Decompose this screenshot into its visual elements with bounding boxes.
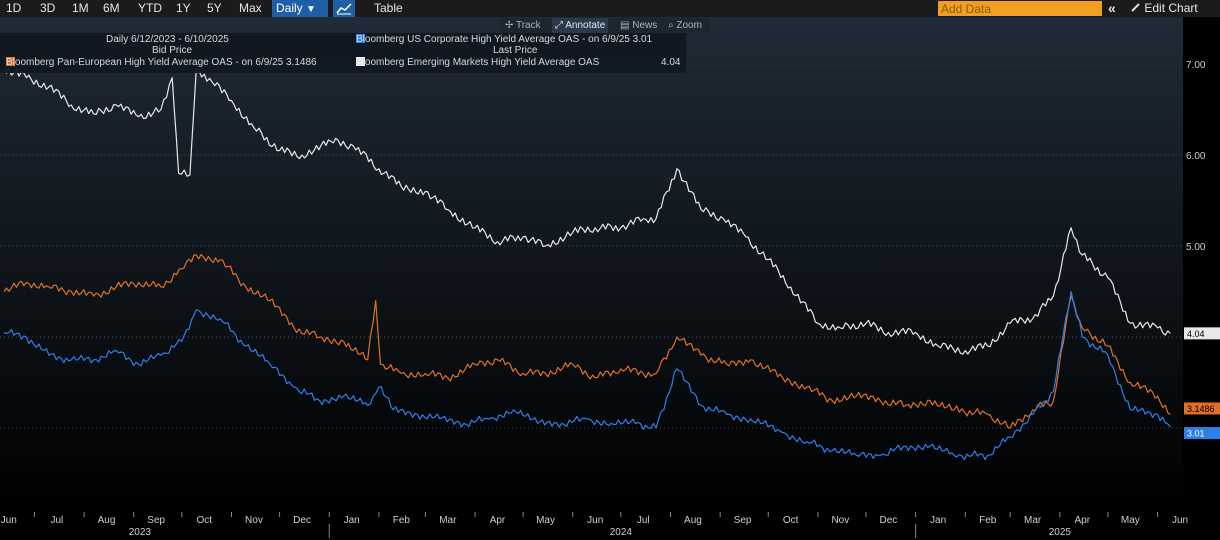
last-value-box-us	[1184, 427, 1220, 440]
x-month-label: Jan	[344, 515, 360, 526]
x-month-label: Aug	[684, 515, 702, 526]
annotate-label: Annotate	[565, 20, 606, 31]
x-month-label: Jun	[587, 515, 603, 526]
legend-bid-header: Bid Price	[152, 45, 193, 56]
series-line-us	[3, 290, 1171, 461]
legend-label-us: Bloomberg US Corporate High Yield Averag…	[356, 34, 653, 45]
line-chart-icon[interactable]	[333, 0, 355, 17]
pencil-icon	[1131, 3, 1140, 12]
last-value-box-em	[1184, 327, 1220, 340]
period-max-button[interactable]: Max	[239, 1, 262, 15]
zoom-icon: ⌕	[668, 20, 674, 31]
plot-background	[0, 17, 1183, 512]
x-month-label: Nov	[245, 515, 263, 526]
x-month-label: Feb	[393, 515, 411, 526]
y-axis: 7.00 6.00 5.00	[1186, 60, 1206, 253]
x-year-label: 2023	[129, 527, 152, 538]
x-month-label: Feb	[979, 515, 997, 526]
annotate-icon: ⤢	[555, 20, 563, 31]
table-button[interactable]: Table	[374, 1, 403, 15]
x-month-label: Aug	[98, 515, 116, 526]
x-month-label: Sep	[147, 515, 165, 526]
series-line-pe	[3, 253, 1171, 429]
legend-swatch-pe	[6, 57, 15, 66]
period-6m-button[interactable]: 6M	[103, 1, 120, 15]
legend-swatch-em	[356, 57, 365, 66]
x-month-label: Dec	[880, 515, 898, 526]
legend-label-em: Bloomberg Emerging Markets High Yield Av…	[356, 57, 600, 68]
zoom-button[interactable]: ⌕ Zoom	[668, 18, 702, 33]
news-label: News	[632, 20, 658, 31]
period-5y-button[interactable]: 5Y	[207, 1, 222, 15]
x-month-label: May	[1121, 515, 1140, 526]
track-button[interactable]: ✢ Track	[505, 20, 541, 31]
chevron-down-icon: ▼	[306, 4, 316, 15]
period-1m-button[interactable]: 1M	[72, 1, 89, 15]
x-axis-panel	[0, 512, 1220, 540]
y-tick-label: 7.00	[1186, 60, 1206, 71]
chart-legend: Daily 6/12/2023 - 6/10/2025 Bid Price Bl…	[0, 33, 686, 73]
legend-value-em: 4.04	[661, 57, 681, 68]
x-month-label: Mar	[439, 515, 457, 526]
period-ytd-button[interactable]: YTD	[138, 1, 162, 15]
y-tick-label: 6.00	[1186, 151, 1206, 162]
news-button[interactable]: ▤ News	[620, 18, 657, 33]
top-toolbar: 1D 3D 1M 6M YTD 1Y 5Y Max Daily ▼ Table …	[0, 0, 1220, 17]
edit-chart-button[interactable]: Edit Chart	[1130, 0, 1198, 17]
frequency-label: Daily	[276, 1, 303, 15]
x-month-label: Jun	[1, 515, 17, 526]
add-data-input[interactable]	[938, 1, 1102, 16]
x-month-label: Apr	[490, 515, 506, 526]
x-year-label: 2025	[1049, 527, 1072, 538]
collapse-icon[interactable]: «	[1108, 0, 1116, 16]
x-month-label: Jun	[1172, 515, 1188, 526]
last-value-label-us: 3.01	[1187, 429, 1205, 439]
y-tick-label: 5.00	[1186, 242, 1206, 253]
last-value-label-pe: 3.1486	[1187, 404, 1215, 414]
zoom-label: Zoom	[676, 20, 702, 31]
last-value-labels: 4.04 3.1486 3.01	[1184, 327, 1220, 440]
frequency-dropdown[interactable]: Daily ▼	[272, 0, 328, 17]
x-month-label: Jul	[637, 515, 650, 526]
period-1d-button[interactable]: 1D	[6, 1, 22, 15]
x-month-label: May	[536, 515, 555, 526]
period-3d-button[interactable]: 3D	[40, 1, 56, 15]
last-value-label-em: 4.04	[1187, 329, 1205, 339]
track-label: Track	[515, 20, 541, 31]
x-month-label: Dec	[293, 515, 311, 526]
x-month-label: Jan	[930, 515, 946, 526]
x-year-label: 2024	[610, 527, 633, 538]
x-month-label: Oct	[783, 515, 799, 526]
x-month-label: Nov	[831, 515, 849, 526]
x-month-label: Sep	[734, 515, 752, 526]
annotate-button[interactable]: ⤢ Annotate	[552, 18, 609, 33]
legend-label-pe: Bloomberg Pan-European High Yield Averag…	[6, 57, 317, 68]
x-month-label: Jul	[50, 515, 63, 526]
period-1y-button[interactable]: 1Y	[176, 1, 191, 15]
news-icon: ▤	[620, 20, 630, 31]
last-value-box-pe	[1184, 402, 1220, 415]
legend-last-header: Last Price	[493, 45, 538, 56]
x-axis: Jun Jul Aug Sep Oct Nov Dec Jan Feb Mar Apr May Jun J…	[1, 512, 1188, 538]
x-month-label: Apr	[1074, 515, 1090, 526]
chart-subtoolbar: ✢ Track ⤢ Annotate ▤ News ⌕ Zoom	[500, 18, 710, 33]
x-month-label: Oct	[196, 515, 212, 526]
legend-swatch-us	[356, 34, 365, 43]
x-month-label: Mar	[1024, 515, 1042, 526]
legend-date-range: Daily 6/12/2023 - 6/10/2025	[106, 34, 229, 45]
edit-chart-label: Edit Chart	[1144, 1, 1198, 15]
